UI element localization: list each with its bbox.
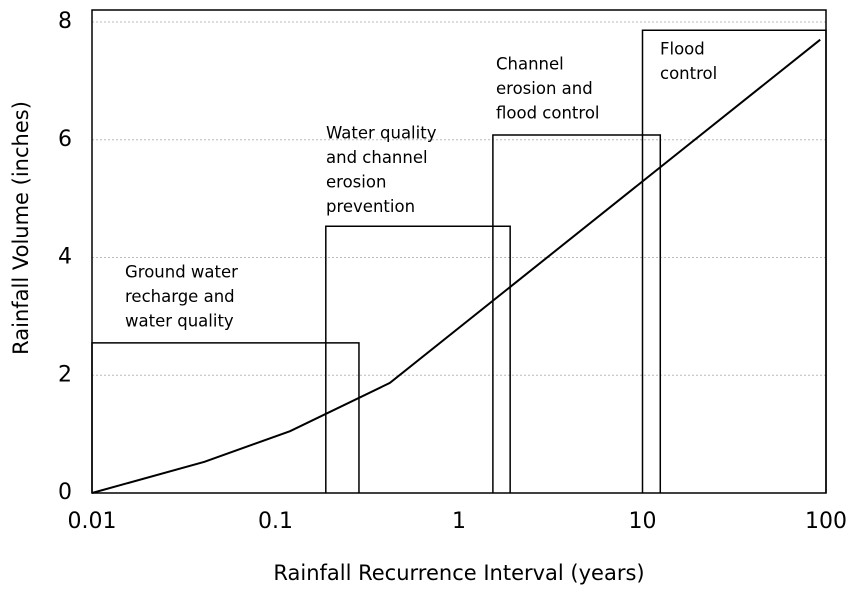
zone-label: Channel [496,55,564,74]
y-tick-label: 6 [58,127,72,152]
y-tick-label: 8 [58,9,72,34]
zone-box [91,342,360,493]
x-tick-label: 1 [452,509,466,534]
zone-label: Ground water [125,263,238,282]
y-tick-label: 0 [58,480,72,505]
y-axis-title: Rainfall Volume (inches) [9,101,33,355]
y-tick-label: 2 [58,362,72,387]
x-tick-label: 0.1 [258,509,293,534]
zone-label: water quality [125,312,234,331]
line [91,38,821,494]
x-tick-label: 0.01 [68,509,117,534]
zone-label: control [660,64,717,83]
zone-label: erosion [326,173,386,192]
x-axis-title: Rainfall Recurrence Interval (years) [273,561,644,585]
zone-label: recharge and [125,287,235,306]
zone-label: flood control [496,104,600,123]
x-tick-label: 10 [629,509,657,534]
zone-label: erosion and [496,79,593,98]
y-tick-label: 4 [58,245,72,270]
zone-label: Flood [660,40,705,59]
x-tick-label: 100 [805,509,846,534]
zone-box [492,134,662,493]
zone-label: prevention [326,197,415,216]
zone-box [641,29,827,493]
zone-box [325,225,511,493]
zone-label: Water quality [326,124,437,143]
zone-label: and channel [326,148,428,167]
